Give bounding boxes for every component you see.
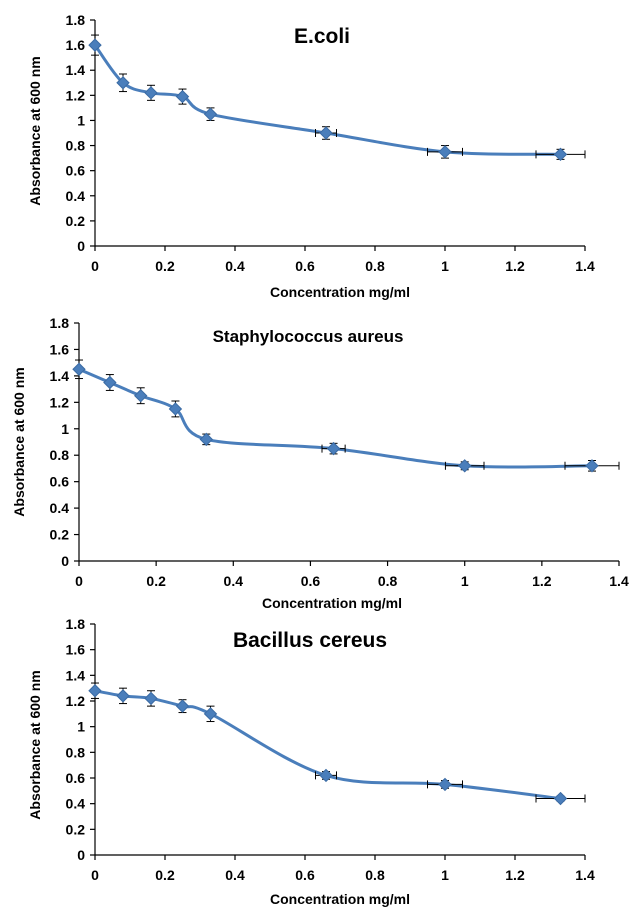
x-tick-label: 0.4 xyxy=(225,258,245,274)
data-point xyxy=(116,76,130,90)
y-tick-label: 1.2 xyxy=(66,87,86,103)
y-tick-label: 0.8 xyxy=(66,138,86,154)
y-tick-label: 0.4 xyxy=(66,188,86,204)
data-point xyxy=(553,791,568,806)
x-tick-label: 1.2 xyxy=(505,867,525,883)
series-line xyxy=(94,689,561,801)
y-tick-label: 1.6 xyxy=(50,341,70,357)
data-point xyxy=(458,459,472,473)
y-tick-label: 0.2 xyxy=(66,821,86,837)
chart-panel-bacillus: Bacillus cereus Concentration mg/ml Abso… xyxy=(0,605,631,907)
x-tick-label: 0 xyxy=(91,258,99,274)
y-tick-label: 1 xyxy=(77,719,85,735)
y-tick-label: 0.6 xyxy=(50,474,70,490)
y-tick-label: 1.6 xyxy=(66,37,86,53)
data-point xyxy=(553,147,568,162)
chart-bacillus-cereus: Bacillus cereus Concentration mg/ml Abso… xyxy=(27,616,595,907)
series-line xyxy=(93,44,561,156)
data-point xyxy=(144,691,158,706)
y-tick-label: 1 xyxy=(77,112,85,128)
x-axis-title: Concentration mg/ml xyxy=(270,284,410,300)
y-tick-label: 1.4 xyxy=(66,667,86,683)
y-tick-label: 0.4 xyxy=(50,500,70,516)
y-axis-title: Absorbance at 600 nm xyxy=(27,670,43,819)
y-tick-label: 1.2 xyxy=(50,394,70,410)
x-tick-label: 0.8 xyxy=(378,573,398,589)
chart-title: E.coli xyxy=(294,25,350,48)
data-point xyxy=(168,402,183,416)
y-axis-title: Absorbance at 600 nm xyxy=(27,56,43,205)
chart-title: Staphylococcus aureus xyxy=(213,327,404,346)
y-tick-label: 1.4 xyxy=(50,368,70,384)
x-axis-title: Concentration mg/ml xyxy=(270,891,410,907)
chart-title: Bacillus cereus xyxy=(233,629,387,652)
data-point xyxy=(175,89,190,104)
data-point xyxy=(88,38,102,52)
y-tick-label: 0.6 xyxy=(66,770,86,786)
y-tick-label: 0 xyxy=(77,847,85,863)
y-axis-title: Absorbance at 600 nm xyxy=(11,367,27,516)
data-point xyxy=(144,86,158,100)
x-tick-label: 0 xyxy=(91,867,99,883)
data-point xyxy=(175,699,190,713)
y-tick-label: 0 xyxy=(61,553,69,569)
y-tick-label: 0.4 xyxy=(66,796,86,812)
data-point xyxy=(203,707,218,721)
data-point xyxy=(72,362,86,376)
y-tick-label: 1.8 xyxy=(50,315,70,331)
chart-panel-ecoli: E.coli Concentration mg/ml Absorbance at… xyxy=(0,0,631,300)
data-point xyxy=(134,389,148,403)
x-tick-label: 0 xyxy=(75,573,83,589)
data-point xyxy=(438,145,452,159)
chart-staphylococcus-aureus: Staphylococcus aureus Concentration mg/m… xyxy=(11,315,629,611)
y-tick-label: 0.6 xyxy=(66,163,86,179)
y-tick-label: 1.2 xyxy=(66,693,86,709)
x-tick-label: 0.2 xyxy=(146,573,166,589)
y-tick-label: 1.4 xyxy=(66,62,86,78)
x-tick-label: 0.4 xyxy=(225,867,245,883)
x-tick-label: 0.6 xyxy=(301,573,321,589)
x-tick-label: 0.6 xyxy=(295,258,315,274)
data-point xyxy=(326,441,341,456)
x-tick-label: 0.8 xyxy=(365,258,385,274)
data-point xyxy=(319,126,333,140)
x-tick-label: 1.2 xyxy=(532,573,552,589)
y-tick-label: 0.8 xyxy=(50,447,70,463)
chart-panel-staphylococcus: Staphylococcus aureus Concentration mg/m… xyxy=(0,300,631,611)
x-tick-label: 1 xyxy=(441,867,449,883)
y-tick-label: 0.8 xyxy=(66,744,86,760)
y-tick-label: 0.2 xyxy=(50,527,70,543)
data-point xyxy=(88,684,102,698)
x-tick-label: 0.2 xyxy=(155,258,175,274)
data-point xyxy=(438,777,452,792)
x-tick-label: 0.2 xyxy=(155,867,175,883)
x-tick-label: 0.8 xyxy=(365,867,385,883)
x-tick-label: 1.4 xyxy=(575,867,595,883)
data-point xyxy=(203,107,218,121)
y-tick-label: 0 xyxy=(77,238,85,254)
x-tick-label: 1 xyxy=(441,258,449,274)
data-point xyxy=(585,459,599,473)
x-tick-label: 1.2 xyxy=(505,258,525,274)
x-tick-label: 0.6 xyxy=(295,867,315,883)
y-tick-label: 1.6 xyxy=(66,642,86,658)
x-tick-label: 0.4 xyxy=(224,573,244,589)
x-tick-label: 1 xyxy=(461,573,469,589)
data-point xyxy=(103,375,117,390)
y-tick-label: 0.2 xyxy=(66,213,86,229)
x-tick-label: 1.4 xyxy=(575,258,595,274)
y-tick-label: 1.8 xyxy=(66,616,86,632)
data-point xyxy=(116,689,130,703)
data-point xyxy=(319,768,333,783)
data-point xyxy=(199,432,213,447)
chart-ecoli: E.coli Concentration mg/ml Absorbance at… xyxy=(27,12,595,300)
y-tick-label: 1.8 xyxy=(66,12,86,28)
y-tick-label: 1 xyxy=(61,421,69,437)
x-axis-title: Concentration mg/ml xyxy=(262,595,402,611)
x-tick-label: 1.4 xyxy=(609,573,629,589)
